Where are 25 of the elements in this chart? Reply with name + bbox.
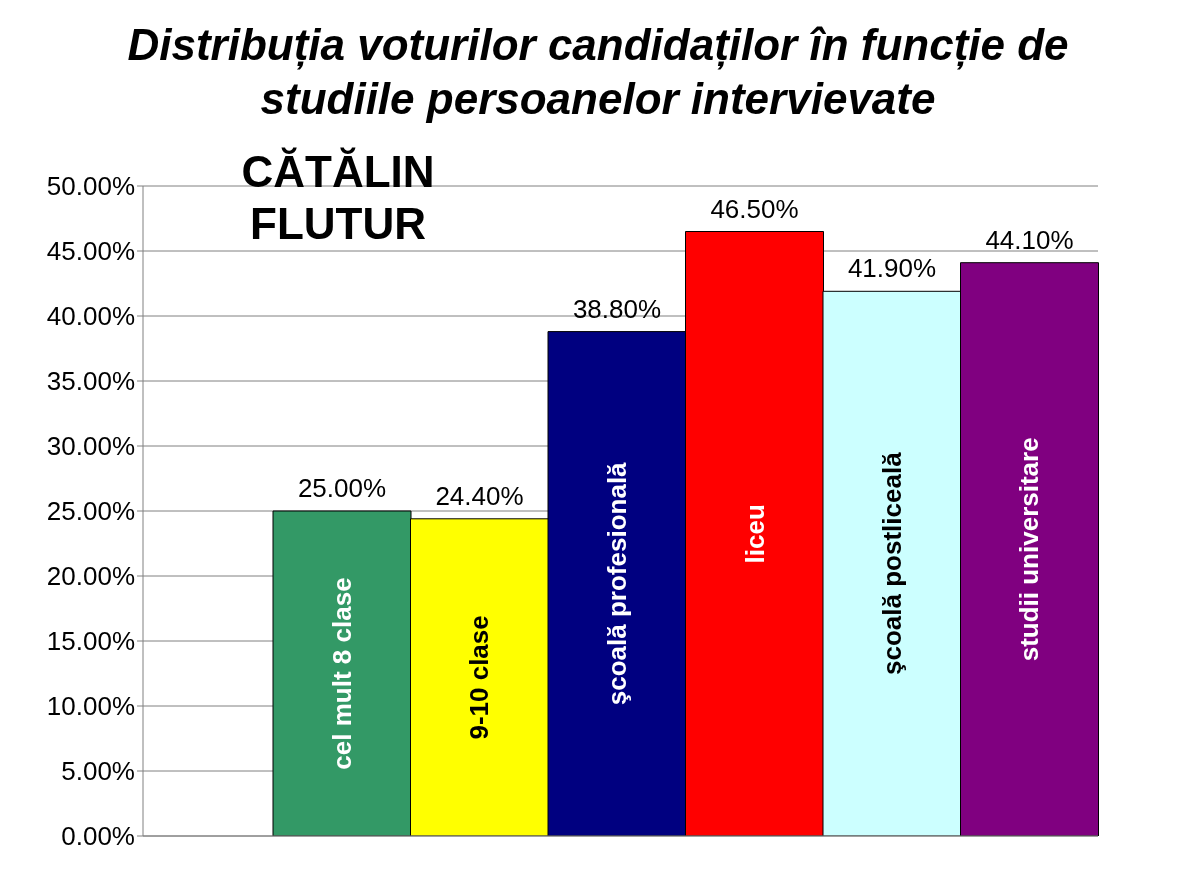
x-tick-label: cel mult 8 clase	[327, 577, 357, 770]
y-tick-label: 50.00%	[46, 171, 135, 202]
y-tick-label: 40.00%	[46, 301, 135, 332]
y-tick-label: 45.00%	[46, 236, 135, 267]
x-tick-label: liceu	[739, 504, 770, 564]
y-tick-label: 30.00%	[46, 431, 135, 462]
data-label: 44.10%	[985, 224, 1074, 255]
annotation: CĂTĂLIN FLUTUR	[240, 146, 436, 250]
y-tick-label: 5.00%	[61, 756, 135, 787]
y-tick-label: 0.00%	[61, 821, 135, 852]
y-tick-label: 25.00%	[46, 496, 135, 527]
x-tick-label: studii universitare	[1014, 437, 1045, 662]
chart-title: Distribuția voturilor candidaților în funcție de studiile persoanelor intervievate	[126, 19, 1070, 125]
data-label: 24.40%	[435, 480, 524, 511]
data-label: 46.50%	[710, 193, 799, 224]
y-tick-label: 20.00%	[46, 561, 135, 592]
data-label: 25.00%	[297, 473, 387, 503]
data-label: 41.90%	[847, 253, 937, 284]
x-tick-label: 9-10 clase	[464, 615, 495, 740]
y-tick-label: 10.00%	[46, 691, 135, 722]
y-tick-label: 35.00%	[46, 366, 135, 397]
data-label: 38.80%	[572, 293, 662, 324]
x-tick-label: şcoală profesională	[602, 461, 632, 706]
x-tick-label: şcoală postliceală	[877, 451, 907, 675]
y-tick-label: 15.00%	[46, 626, 135, 657]
